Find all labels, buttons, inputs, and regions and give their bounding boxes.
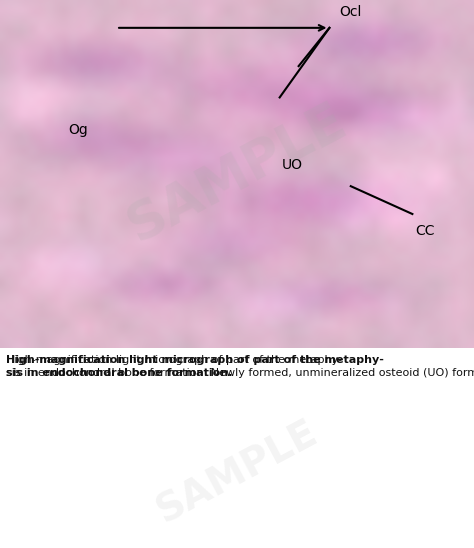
Text: CC: CC <box>415 225 434 238</box>
Text: High-magnification light micrograph of part of the metaphy-: High-magnification light micrograph of p… <box>6 355 383 365</box>
Text: sis in endochondral bone formation.: sis in endochondral bone formation. <box>6 355 232 378</box>
Text: High-magnification light micrograph of part of the metaphy-
sis in endochondral : High-magnification light micrograph of p… <box>6 355 474 378</box>
Text: SAMPLE: SAMPLE <box>119 95 355 253</box>
Text: Og: Og <box>69 123 89 138</box>
Text: Ocl: Ocl <box>339 5 361 19</box>
Text: UO: UO <box>282 158 303 172</box>
Text: SAMPLE: SAMPLE <box>150 414 324 530</box>
